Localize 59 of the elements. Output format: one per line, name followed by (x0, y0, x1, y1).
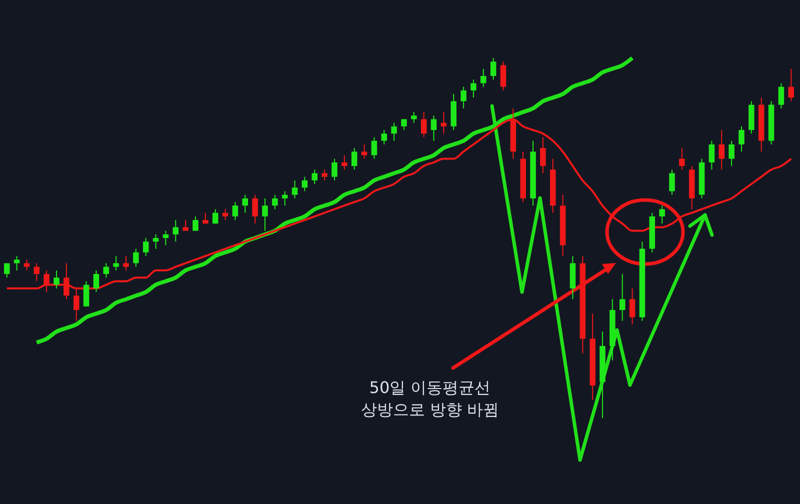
candlestick (34, 262, 40, 282)
candlestick (192, 216, 198, 232)
candlestick (401, 118, 407, 130)
candlestick (252, 194, 258, 224)
candlestick (262, 198, 268, 232)
candlestick (212, 208, 218, 224)
annotation: 50일 이동평균선 상방으로 방향 바뀜 (360, 377, 500, 421)
candlestick (272, 194, 278, 210)
candlestick (312, 169, 318, 184)
candlestick (83, 280, 90, 307)
candlestick (778, 82, 784, 109)
candlestick (728, 140, 734, 166)
candlestick (182, 220, 188, 232)
candlestick (460, 86, 466, 109)
candlestick (103, 262, 110, 278)
candlestick (133, 248, 139, 268)
candlestick (282, 190, 288, 206)
candlestick (679, 148, 685, 170)
candlestick (162, 230, 169, 246)
candlestick (152, 234, 159, 250)
candlestick (113, 256, 119, 271)
candlestick (54, 270, 60, 289)
candlestick (619, 274, 626, 322)
candlestick (470, 79, 476, 98)
candlestick (411, 112, 417, 124)
candlestick (500, 61, 506, 91)
candlestick (718, 130, 725, 170)
candlestick (292, 180, 298, 199)
candlestick (232, 202, 238, 220)
candlestick (659, 205, 665, 224)
candlestick (222, 208, 228, 220)
candlestick (332, 158, 338, 181)
candlestick (242, 194, 248, 214)
candlestick (142, 238, 149, 256)
candlestick (540, 136, 546, 174)
candlestick (669, 169, 675, 196)
candlestick (322, 169, 328, 181)
candlestick (371, 136, 378, 160)
candlestick (361, 144, 368, 160)
candlestick (708, 140, 715, 170)
candlestick (93, 270, 100, 292)
candlestick (302, 176, 308, 192)
candlestick (490, 58, 496, 80)
candlestick (381, 130, 387, 145)
candlestick (480, 68, 486, 88)
candlestick (351, 148, 358, 170)
candlestick (391, 122, 397, 142)
candlestick (172, 220, 179, 242)
candlestick (420, 112, 427, 138)
candlestick (4, 262, 10, 278)
candlestick (24, 259, 30, 271)
candlestick (430, 115, 437, 142)
candlestick (14, 256, 20, 271)
candlestick (342, 154, 348, 170)
candlestick (788, 68, 794, 102)
candlestick (738, 126, 744, 152)
candlestick (629, 288, 636, 325)
candlestick (440, 112, 447, 134)
candlestick (123, 256, 129, 271)
